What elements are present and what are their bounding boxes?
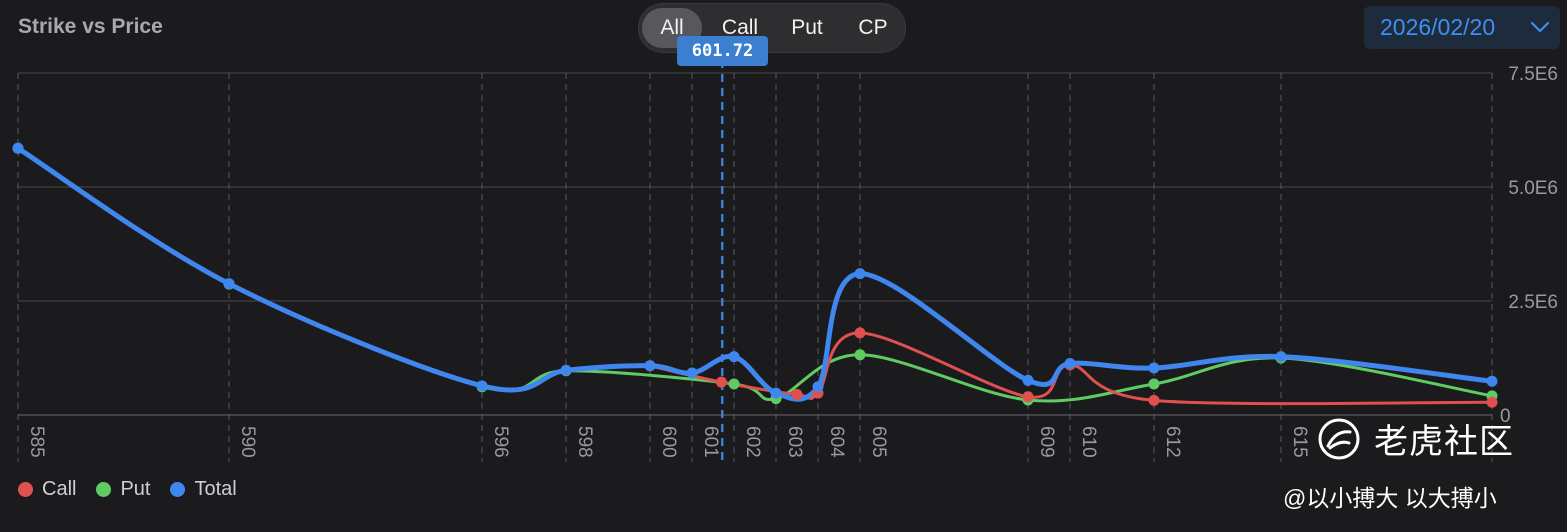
x-tick-label: 601 — [700, 426, 721, 458]
x-tick-label: 604 — [826, 426, 847, 458]
x-tick-label: 605 — [868, 426, 889, 458]
x-tick-label: 610 — [1078, 426, 1099, 458]
data-point-total — [12, 142, 24, 154]
tiger-logo-icon — [1318, 418, 1360, 459]
data-point-call — [715, 376, 727, 388]
x-tick-label: 612 — [1162, 426, 1183, 458]
watermark-handle: @以小搏大 以大搏小 — [1283, 485, 1497, 511]
watermark: 老虎社区 — [1316, 414, 1514, 463]
legend-dot-put — [96, 482, 112, 497]
data-point-total — [728, 351, 740, 363]
data-point-total — [1486, 375, 1498, 387]
data-point-total — [1022, 374, 1034, 386]
y-tick-label: 5.0E6 — [1508, 178, 1558, 199]
legend-label-put: Put — [120, 478, 151, 500]
chart-legend: Call Put Total — [18, 478, 257, 501]
legend-item-call[interactable]: Call — [18, 478, 76, 501]
data-point-total — [1275, 351, 1287, 363]
data-point-total — [560, 364, 572, 376]
series-line-put — [16, 146, 1494, 403]
data-point-put — [1148, 378, 1160, 390]
data-point-total — [1148, 362, 1160, 374]
series-line-total — [15, 145, 1495, 402]
legend-item-total[interactable]: Total — [170, 478, 237, 501]
data-point-total — [476, 380, 488, 392]
data-point-call — [1022, 391, 1034, 403]
data-point-total — [1064, 357, 1076, 369]
legend-dot-call — [18, 482, 33, 497]
data-point-total — [812, 381, 824, 393]
tab-cp[interactable]: CP — [858, 16, 888, 39]
x-tick-label: 603 — [784, 426, 805, 458]
x-tick-label: 615 — [1289, 426, 1310, 458]
x-tick-label: 598 — [574, 426, 595, 458]
data-point-put — [854, 349, 866, 361]
legend-label-call: Call — [42, 478, 77, 500]
x-tick-label: 602 — [742, 426, 763, 458]
tab-call[interactable]: Call — [721, 16, 759, 39]
data-point-call — [854, 327, 866, 339]
expiry-date-selector[interactable]: 2026/02/20 — [1364, 6, 1560, 49]
data-point-total — [223, 278, 235, 290]
legend-dot-total — [170, 482, 186, 497]
legend-item-put[interactable]: Put — [96, 478, 150, 501]
x-tick-label: 596 — [490, 426, 511, 458]
data-point-total — [686, 367, 698, 379]
chevron-down-icon — [1530, 21, 1550, 33]
y-tick-label: 0 — [1500, 406, 1511, 427]
data-point-total — [854, 268, 866, 280]
data-point-total — [770, 387, 782, 399]
y-tick-label: 7.5E6 — [1508, 64, 1558, 85]
watermark-brand: 老虎社区 — [1374, 423, 1514, 461]
chart-title: Strike vs Price — [18, 15, 163, 38]
series-filter-tabs: All Call Put CP — [638, 3, 906, 53]
x-tick-label: 590 — [237, 426, 258, 458]
data-point-put — [728, 378, 740, 390]
current-price-badge: 601.72 — [677, 36, 768, 66]
legend-label-total: Total — [194, 478, 237, 500]
data-point-call — [1486, 396, 1498, 408]
tab-put[interactable]: Put — [791, 16, 823, 39]
data-point-total — [644, 360, 656, 372]
x-tick-label: 600 — [658, 426, 679, 458]
expiry-date-label: 2026/02/20 — [1380, 14, 1496, 40]
x-tick-label: 585 — [26, 426, 47, 458]
data-point-call — [1148, 394, 1160, 406]
x-tick-label: 609 — [1036, 426, 1057, 458]
data-point-call — [791, 388, 803, 400]
y-tick-label: 2.5E6 — [1508, 292, 1558, 313]
